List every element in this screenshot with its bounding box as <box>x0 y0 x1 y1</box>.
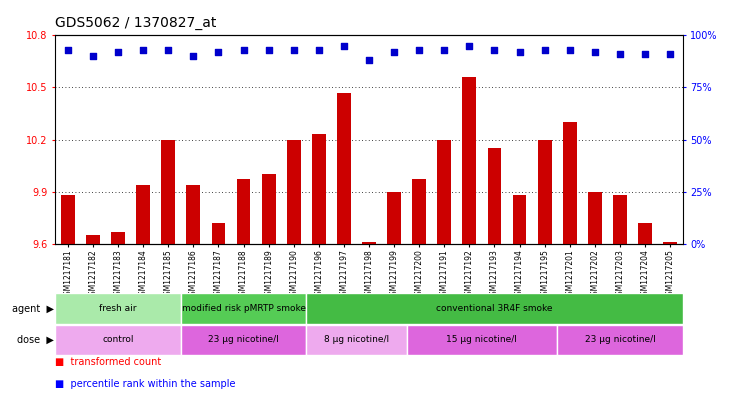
Bar <box>237 180 250 244</box>
Point <box>87 53 99 59</box>
Point <box>489 47 500 53</box>
Bar <box>613 195 627 244</box>
Point <box>514 49 525 55</box>
Bar <box>337 93 351 244</box>
Bar <box>181 294 306 323</box>
Bar <box>638 223 652 244</box>
Point <box>162 47 174 53</box>
Text: modified risk pMRTP smoke: modified risk pMRTP smoke <box>182 304 306 313</box>
Bar <box>407 325 557 355</box>
Point <box>62 47 74 53</box>
Bar <box>362 242 376 244</box>
Bar <box>588 191 601 244</box>
Bar <box>55 294 181 323</box>
Point <box>187 53 199 59</box>
Bar <box>111 231 125 244</box>
Bar <box>513 195 526 244</box>
Text: fresh air: fresh air <box>100 304 137 313</box>
Text: ■  transformed count: ■ transformed count <box>55 358 162 367</box>
Bar <box>306 325 407 355</box>
Point <box>363 57 375 64</box>
Bar <box>287 140 300 244</box>
Point <box>213 49 224 55</box>
Point <box>313 47 325 53</box>
Text: dose  ▶: dose ▶ <box>17 335 54 345</box>
Bar <box>137 185 150 244</box>
Text: ■  percentile rank within the sample: ■ percentile rank within the sample <box>55 379 236 389</box>
Point <box>614 51 626 57</box>
Point <box>589 49 601 55</box>
Text: conventional 3R4F smoke: conventional 3R4F smoke <box>436 304 553 313</box>
Text: GDS5062 / 1370827_at: GDS5062 / 1370827_at <box>55 16 217 30</box>
Bar <box>387 191 401 244</box>
Point <box>263 47 275 53</box>
Bar <box>55 325 181 355</box>
Point <box>564 47 576 53</box>
Point <box>137 47 149 53</box>
Bar <box>463 77 476 244</box>
Bar <box>563 122 576 244</box>
Point <box>288 47 300 53</box>
Point <box>539 47 551 53</box>
Bar <box>312 134 325 244</box>
Text: agent  ▶: agent ▶ <box>12 303 54 314</box>
Bar <box>212 223 225 244</box>
Point <box>388 49 400 55</box>
Bar <box>181 325 306 355</box>
Bar <box>663 242 677 244</box>
Bar <box>162 140 175 244</box>
Point <box>438 47 450 53</box>
Bar <box>438 140 451 244</box>
Text: 23 μg nicotine/l: 23 μg nicotine/l <box>208 336 279 344</box>
Bar <box>538 140 551 244</box>
Bar <box>413 180 426 244</box>
Bar <box>488 148 501 244</box>
Point <box>413 47 425 53</box>
Bar <box>557 325 683 355</box>
Point <box>463 42 475 49</box>
Bar <box>187 185 200 244</box>
Point <box>112 49 124 55</box>
Point <box>238 47 249 53</box>
Point <box>639 51 651 57</box>
Point <box>664 51 676 57</box>
Text: 8 μg nicotine/l: 8 μg nicotine/l <box>324 336 389 344</box>
Text: 15 μg nicotine/l: 15 μg nicotine/l <box>446 336 517 344</box>
Bar <box>86 235 100 244</box>
Text: 23 μg nicotine/l: 23 μg nicotine/l <box>584 336 655 344</box>
Text: control: control <box>103 336 134 344</box>
Bar <box>262 174 275 244</box>
Bar <box>61 195 75 244</box>
Point <box>338 42 350 49</box>
Bar <box>306 294 683 323</box>
